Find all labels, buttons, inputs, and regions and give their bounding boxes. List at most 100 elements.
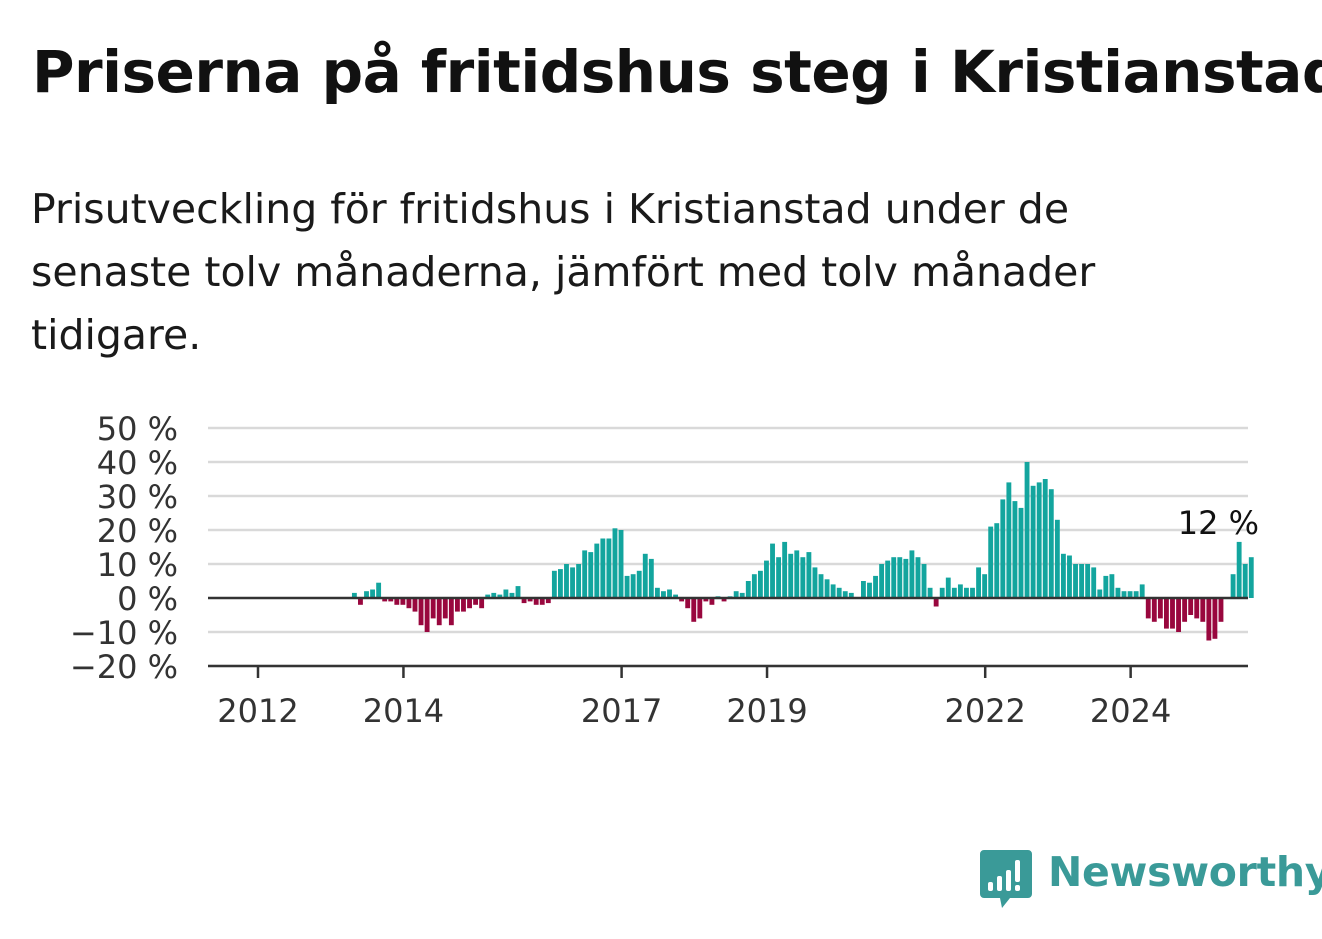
bar <box>503 589 509 598</box>
bar <box>909 550 915 598</box>
bar <box>1157 598 1163 619</box>
bar <box>1145 598 1151 619</box>
bars <box>351 462 1254 641</box>
bar <box>957 584 963 598</box>
bar <box>1164 598 1169 629</box>
x-tick-label: 2024 <box>1090 692 1171 730</box>
bar <box>1103 575 1109 598</box>
bar <box>673 594 678 598</box>
bar <box>691 598 697 622</box>
x-tick-label: 2019 <box>726 692 807 730</box>
bar <box>400 598 406 605</box>
bar <box>939 587 945 598</box>
bar <box>812 567 818 598</box>
bar <box>982 574 988 598</box>
bar <box>661 591 666 598</box>
y-tick-label: 40 % <box>97 444 178 482</box>
bar <box>630 574 636 598</box>
bar <box>891 557 897 598</box>
bar <box>782 541 788 598</box>
bar <box>824 579 830 598</box>
bar <box>1079 564 1085 598</box>
bar <box>382 598 388 602</box>
bar <box>1151 598 1157 622</box>
x-tick-label: 2012 <box>217 692 298 730</box>
bar <box>751 574 757 598</box>
bar <box>461 598 466 612</box>
bar <box>757 570 763 598</box>
bar <box>927 587 933 598</box>
y-tick-label: −20 % <box>70 648 178 686</box>
bar <box>667 589 672 598</box>
bar <box>885 560 891 598</box>
bar <box>1206 598 1212 641</box>
bar <box>600 538 606 598</box>
bar <box>1236 541 1242 598</box>
bar <box>1048 489 1054 598</box>
bar <box>933 598 939 607</box>
bar <box>485 594 491 598</box>
bar <box>703 598 709 602</box>
y-tick-label: 0 % <box>117 580 178 618</box>
y-tick-label: 30 % <box>97 478 178 516</box>
bar <box>1091 567 1097 598</box>
newsworthy-brand-name: Newsworthy <box>1048 848 1322 896</box>
bar <box>1054 519 1060 598</box>
x-tick-label: 2014 <box>363 692 444 730</box>
bar <box>551 570 557 598</box>
bar <box>903 558 909 598</box>
bar <box>545 598 551 604</box>
bar <box>1127 591 1133 598</box>
newsworthy-logo-icon <box>980 850 1032 908</box>
bar <box>491 592 497 598</box>
bar <box>527 598 533 602</box>
bar <box>588 552 594 598</box>
bar <box>685 598 691 609</box>
bar <box>576 564 582 598</box>
x-tick-label: 2022 <box>944 692 1025 730</box>
bar <box>976 567 981 598</box>
bar <box>745 581 751 598</box>
bar <box>406 598 412 609</box>
bar <box>564 564 569 598</box>
bar <box>521 598 527 604</box>
bar <box>1230 574 1236 598</box>
bar <box>1242 564 1248 598</box>
bar <box>951 587 957 598</box>
bar <box>509 592 515 598</box>
bar <box>1030 485 1036 598</box>
bar <box>697 598 703 619</box>
x-axis-labels: 2012 2014 2017 2019 2022 2024 <box>217 692 1171 730</box>
bar <box>424 598 430 632</box>
bar <box>1006 482 1012 598</box>
bar <box>473 598 479 605</box>
bar <box>364 591 369 598</box>
value-annotation: 12 % <box>1178 504 1259 542</box>
bar <box>412 598 418 612</box>
bar <box>351 592 357 598</box>
y-tick-label: 50 % <box>97 410 178 448</box>
bar <box>970 587 975 598</box>
bar <box>358 598 363 605</box>
bar <box>1085 564 1091 598</box>
bar <box>842 591 848 598</box>
bar <box>479 598 485 609</box>
bar <box>376 582 382 598</box>
bar <box>606 538 612 598</box>
bar <box>582 550 588 598</box>
annotations: 12 % <box>1178 504 1259 542</box>
bar <box>1248 557 1254 598</box>
bar <box>721 598 727 602</box>
bar <box>539 598 545 605</box>
axes <box>208 596 1248 678</box>
bar <box>830 584 836 598</box>
bar <box>618 530 624 598</box>
bar <box>1024 462 1030 598</box>
bar <box>1109 574 1115 598</box>
bar <box>794 550 800 598</box>
bar <box>788 553 794 598</box>
bar <box>915 557 921 598</box>
bar <box>994 523 1000 598</box>
bar <box>861 581 866 598</box>
x-tick-label: 2017 <box>581 692 662 730</box>
